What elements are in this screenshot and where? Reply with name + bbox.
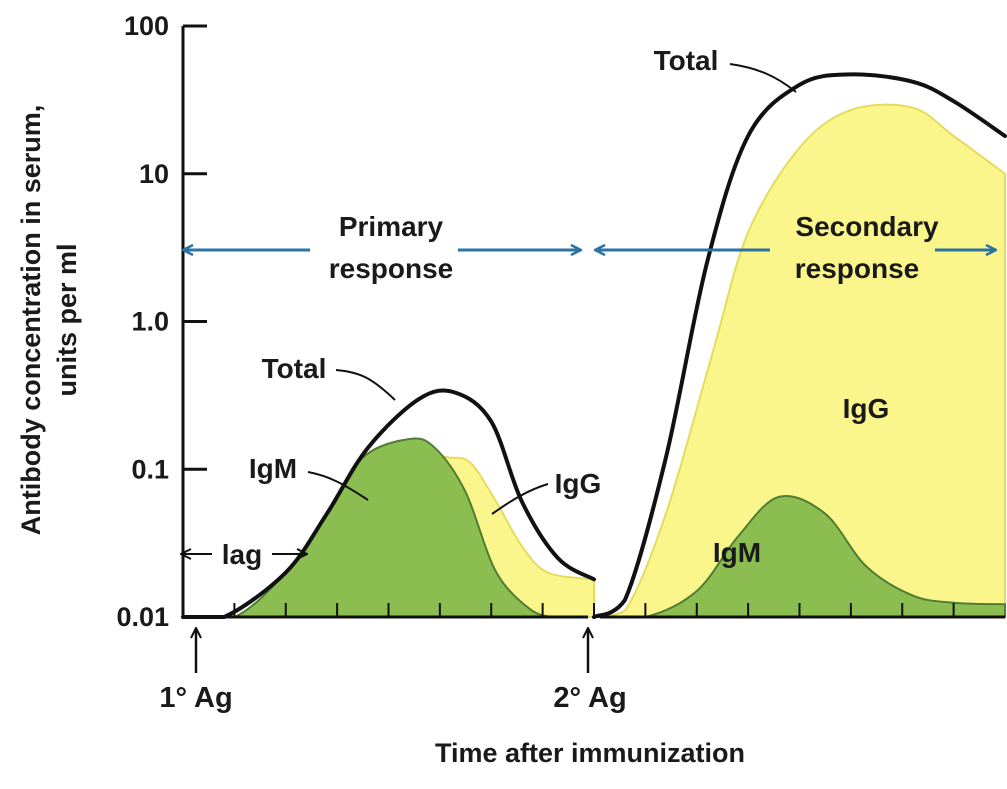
secondary-total-leader <box>729 63 797 93</box>
antigen-marker-secondary: 2° Ag <box>553 629 627 714</box>
secondary-igm-area <box>594 495 1006 618</box>
secondary-response-span: Secondary response <box>596 211 995 284</box>
secondary-igg-label: IgG <box>843 393 890 424</box>
primary-igm-annotation: IgM <box>249 453 369 501</box>
secondary-igg-area <box>593 103 1006 618</box>
secondary-igm-label: IgM <box>713 537 761 568</box>
primary-total-annotation: Total <box>262 353 396 401</box>
secondary-total-label: Total <box>654 45 719 76</box>
y-ticks: 100 10 1.0 0.1 0.01 <box>116 11 207 632</box>
secondary-response-label-line-1: Secondary <box>795 211 939 242</box>
secondary-response-label-line-2: response <box>795 253 920 284</box>
antigen-marker-primary: 1° Ag <box>159 629 233 714</box>
primary-igg-label: IgG <box>555 468 602 499</box>
lag-annotation: lag <box>182 539 306 570</box>
primary-igg-annotation: IgG <box>491 468 602 515</box>
primary-igm-label: IgM <box>249 453 297 484</box>
primary-igm-leader <box>307 471 369 501</box>
primary-total-leader <box>335 369 396 401</box>
primary-total-label: Total <box>262 353 327 384</box>
y-tick-label: 0.01 <box>116 602 169 632</box>
lag-label: lag <box>222 539 262 570</box>
secondary-total-annotation: Total <box>654 45 797 93</box>
x-ticks <box>233 603 955 617</box>
secondary-total-line <box>592 72 1007 619</box>
primary-response-label-line-1: Primary <box>339 211 444 242</box>
primary-total-line <box>181 388 596 619</box>
y-tick-label: 100 <box>124 11 169 41</box>
plot-area <box>181 72 1007 619</box>
y-tick-label: 10 <box>139 159 169 189</box>
y-tick-label: 1.0 <box>131 307 169 337</box>
primary-response-label-line-2: response <box>329 253 454 284</box>
x-axis-title: Time after immunization <box>435 738 745 768</box>
y-axis-title-line-2: units per ml <box>52 243 82 396</box>
y-tick-label: 0.1 <box>131 454 169 484</box>
primary-response-span: Primary response <box>184 211 580 284</box>
antigen-label-secondary: 2° Ag <box>553 682 626 714</box>
primary-igg-leader <box>491 483 549 515</box>
y-axis-title-line-1: Antibody concentration in serum, <box>16 105 46 536</box>
antigen-label-primary: 1° Ag <box>159 682 232 714</box>
